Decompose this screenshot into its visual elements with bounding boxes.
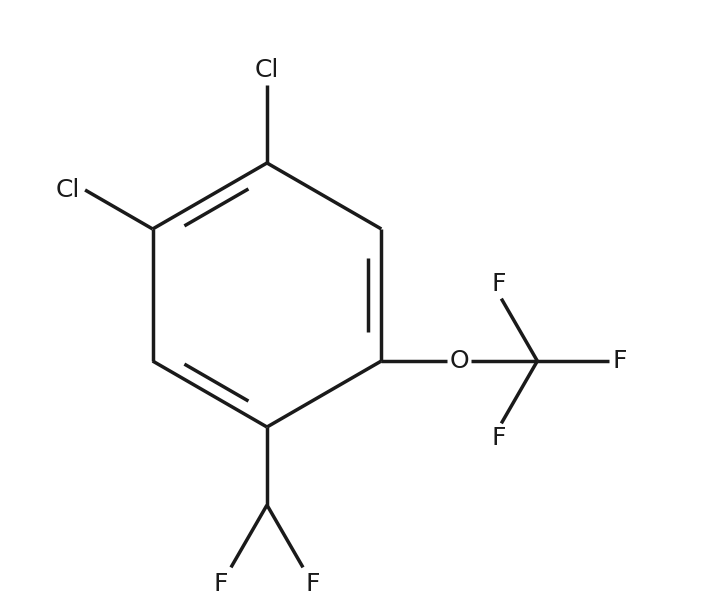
Text: F: F [491,271,506,296]
Text: F: F [613,349,627,373]
Text: F: F [491,426,506,451]
Text: Cl: Cl [56,178,80,202]
Text: F: F [213,572,228,596]
Text: F: F [306,572,321,596]
Text: Cl: Cl [255,58,279,82]
Text: O: O [450,349,469,373]
